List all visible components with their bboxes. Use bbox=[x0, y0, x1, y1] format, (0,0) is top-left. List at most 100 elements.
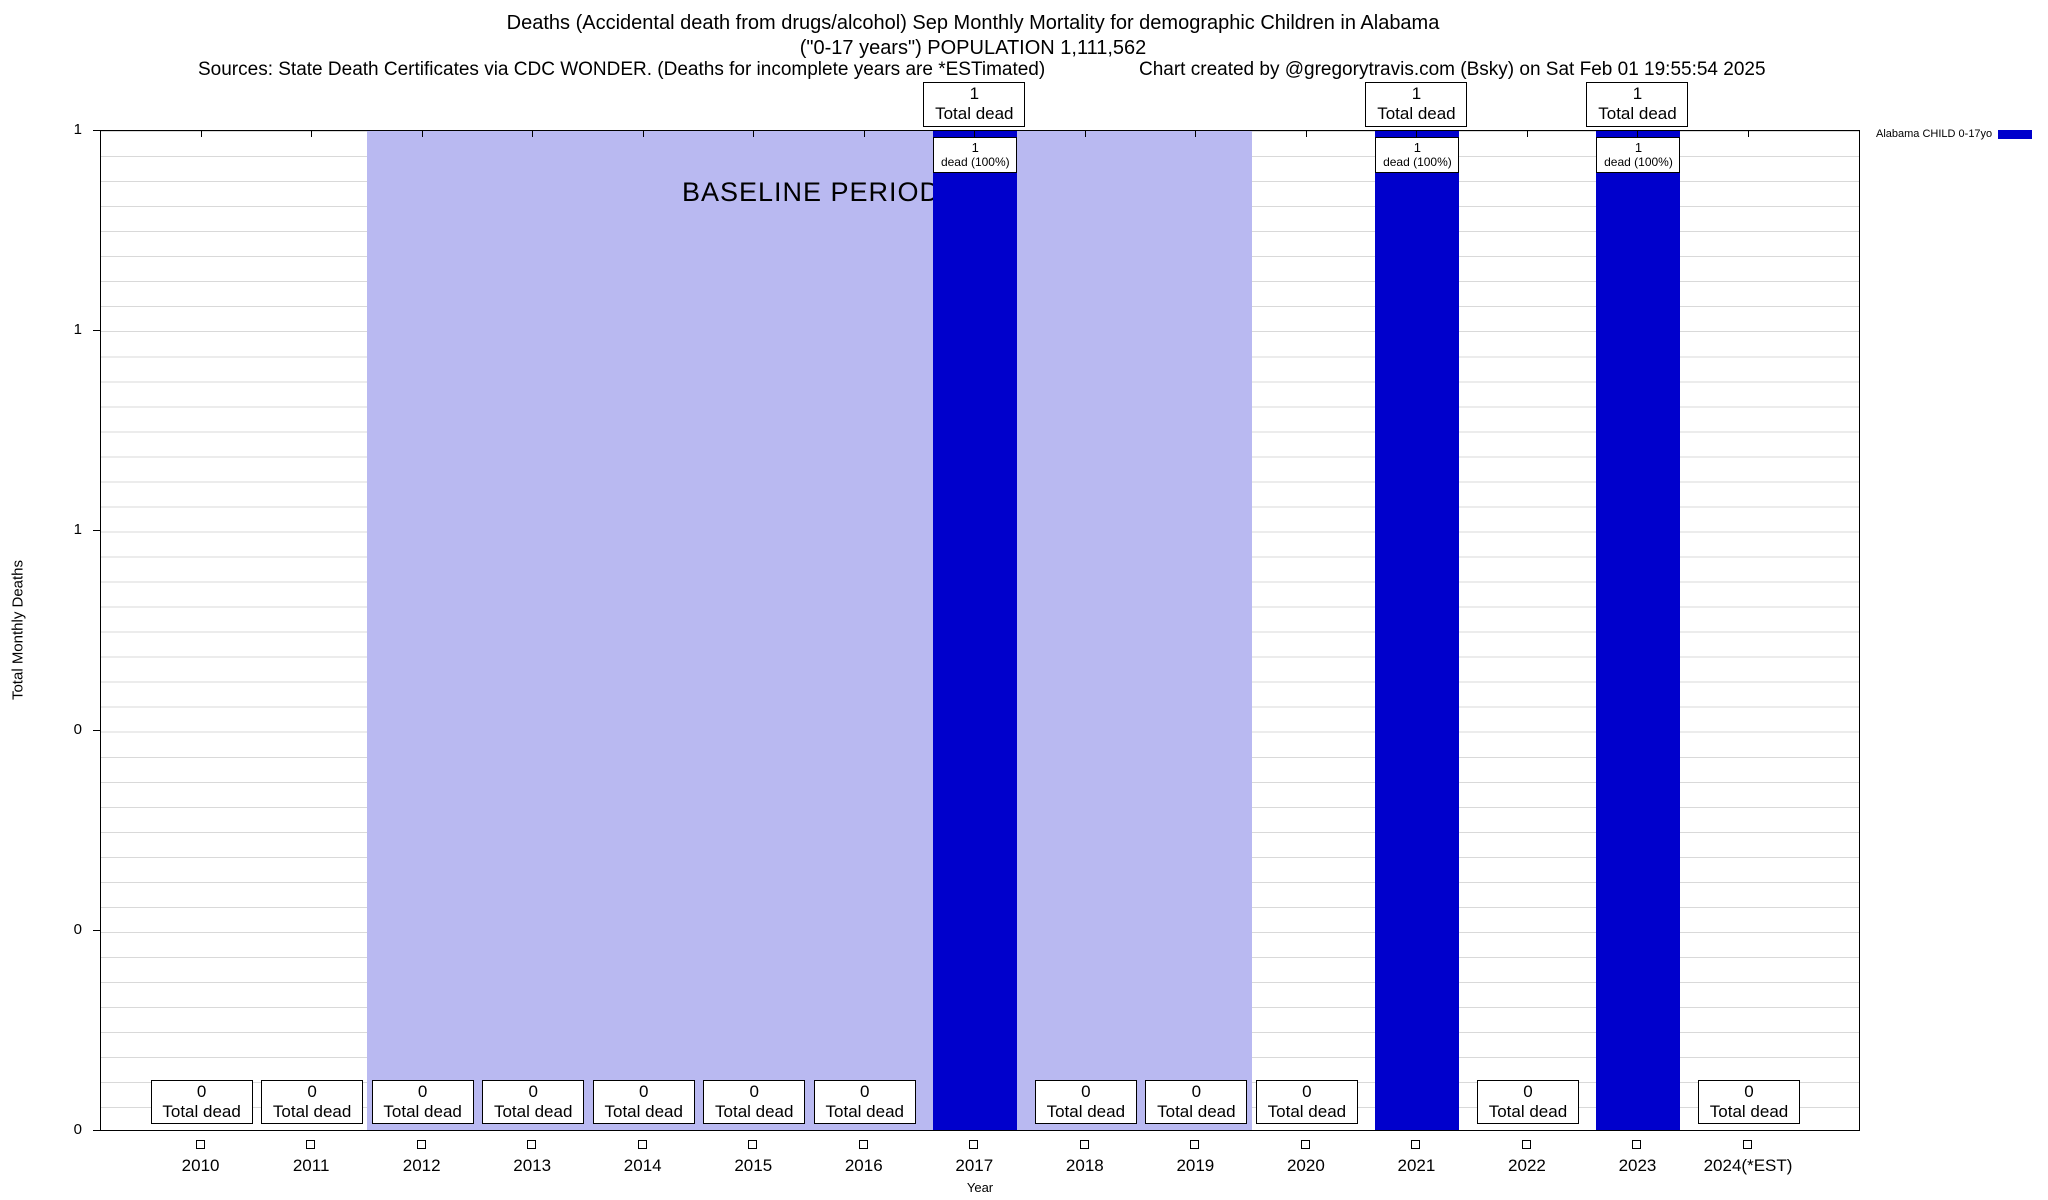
chart-title: Deaths (Accidental death from drugs/alco… bbox=[506, 12, 1440, 34]
plot-top-tick bbox=[974, 131, 976, 137]
bar-value-box: 1 dead (100%) bbox=[933, 137, 1018, 173]
total-dead-count: 0 bbox=[860, 1082, 870, 1101]
x-tick-label: 2019 bbox=[1176, 1156, 1215, 1175]
plot-top-tick bbox=[311, 131, 313, 137]
bar-percent-label: dead (100%) bbox=[940, 155, 1010, 169]
bar-count-label: 1 bbox=[971, 140, 979, 155]
legend-label: Alabama CHILD 0-17yo bbox=[1876, 128, 1993, 140]
total-dead-box: 0 Total dead bbox=[592, 1080, 695, 1124]
y-tick-mark bbox=[93, 130, 100, 131]
total-dead-box: 0 Total dead bbox=[1034, 1080, 1137, 1124]
total-dead-count: 0 bbox=[1081, 1082, 1091, 1101]
x-axis-title: Year bbox=[966, 1180, 994, 1195]
total-dead-label: Total dead bbox=[825, 1102, 904, 1121]
total-dead-count: 0 bbox=[528, 1082, 538, 1101]
total-dead-box: 0 Total dead bbox=[703, 1080, 806, 1124]
x-tick-label: 2022 bbox=[1508, 1156, 1546, 1175]
total-dead-count: 0 bbox=[1744, 1082, 1754, 1101]
total-dead-box: 0 Total dead bbox=[371, 1080, 474, 1124]
plot-area: BASELINE PERIOD 0 Total dead 0 Total dead 0 T… bbox=[100, 130, 1860, 1131]
data-bar bbox=[1375, 131, 1460, 1130]
x-axis-marker bbox=[748, 1140, 758, 1149]
plot-top-tick bbox=[200, 131, 202, 137]
x-tick-label: 2015 bbox=[734, 1156, 773, 1175]
total-dead-box: 0 Total dead bbox=[813, 1080, 916, 1124]
baseline-period-band bbox=[367, 131, 1252, 1130]
plot-top-tick bbox=[1084, 131, 1086, 137]
x-axis-marker bbox=[1300, 1140, 1310, 1149]
total-dead-label: Total dead bbox=[1598, 104, 1677, 123]
x-axis-marker bbox=[306, 1140, 316, 1149]
total-dead-count: 0 bbox=[196, 1082, 207, 1101]
y-tick-label: 1 bbox=[73, 521, 82, 538]
data-bar bbox=[1596, 131, 1681, 1130]
total-dead-label: Total dead bbox=[1709, 1102, 1789, 1121]
y-tick-label: 0 bbox=[73, 921, 82, 938]
total-dead-count: 0 bbox=[638, 1082, 649, 1101]
x-axis-marker bbox=[1521, 1140, 1531, 1149]
plot-top-tick bbox=[421, 131, 423, 137]
y-tick-mark bbox=[93, 930, 100, 931]
total-dead-label: Total dead bbox=[493, 1102, 573, 1121]
data-bar bbox=[933, 131, 1018, 1130]
total-dead-box: 0 Total dead bbox=[150, 1080, 253, 1124]
total-dead-label: Total dead bbox=[1267, 1102, 1347, 1121]
total-dead-label: Total dead bbox=[272, 1102, 352, 1121]
chart-subtitle: ("0-17 years") POPULATION 1,111,562 bbox=[799, 37, 1147, 59]
total-dead-count: 0 bbox=[749, 1082, 759, 1101]
plot-top-tick bbox=[532, 131, 534, 137]
bar-count-label: 1 bbox=[1413, 140, 1422, 155]
plot-top-tick bbox=[1637, 131, 1639, 137]
total-dead-label: Total dead bbox=[162, 1102, 241, 1121]
total-dead-count: 0 bbox=[1302, 1082, 1312, 1101]
total-dead-count: 0 bbox=[1523, 1082, 1533, 1101]
x-axis-marker bbox=[1190, 1140, 1200, 1149]
y-tick-label: 0 bbox=[73, 1121, 82, 1138]
credit-note: Chart created by @gregorytravis.com (Bsk… bbox=[1139, 59, 1766, 80]
total-dead-box: 0 Total dead bbox=[1698, 1080, 1801, 1124]
x-axis-marker bbox=[1632, 1140, 1642, 1149]
plot-top-tick bbox=[1305, 131, 1307, 137]
x-tick-label: 2013 bbox=[513, 1156, 552, 1175]
baseline-period-label: BASELINE PERIOD bbox=[681, 177, 941, 207]
x-axis-marker bbox=[1411, 1140, 1421, 1149]
total-dead-count: 0 bbox=[1191, 1082, 1202, 1101]
total-dead-count: 0 bbox=[307, 1082, 317, 1101]
total-dead-box: 0 Total dead bbox=[261, 1080, 364, 1124]
bar-count-label: 1 bbox=[1634, 140, 1643, 155]
plot-top-tick bbox=[1526, 131, 1528, 137]
x-axis-marker bbox=[416, 1140, 426, 1149]
x-tick-label: 2017 bbox=[955, 1156, 994, 1175]
total-dead-label: Total dead bbox=[935, 104, 1014, 123]
plot-top-tick bbox=[863, 131, 865, 137]
x-tick-label: 2012 bbox=[402, 1156, 441, 1175]
total-dead-label: Total dead bbox=[1046, 1102, 1126, 1121]
y-tick-label: 1 bbox=[73, 121, 82, 138]
x-tick-label: 2014 bbox=[623, 1156, 662, 1175]
sources-note: Sources: State Death Certificates via CD… bbox=[198, 59, 1046, 80]
total-dead-count: 1 bbox=[969, 84, 980, 103]
total-dead-count: 1 bbox=[1411, 84, 1422, 103]
total-dead-box: 1 Total dead bbox=[1586, 82, 1689, 127]
plot-top-tick bbox=[1748, 131, 1750, 137]
y-tick-label: 0 bbox=[73, 721, 82, 738]
total-dead-count: 0 bbox=[417, 1082, 428, 1101]
x-tick-label: 2016 bbox=[844, 1156, 883, 1175]
y-tick-mark bbox=[93, 730, 100, 731]
bar-value-box: 1 dead (100%) bbox=[1375, 137, 1460, 173]
total-dead-count: 1 bbox=[1632, 84, 1643, 103]
x-tick-label: 2018 bbox=[1065, 1156, 1104, 1175]
total-dead-box: 0 Total dead bbox=[1476, 1080, 1579, 1124]
x-axis-marker bbox=[1743, 1140, 1753, 1149]
total-dead-box: 0 Total dead bbox=[1255, 1080, 1358, 1124]
total-dead-label: Total dead bbox=[604, 1102, 683, 1121]
x-tick-label: 2011 bbox=[292, 1156, 330, 1175]
y-axis-title: Total Monthly Deaths bbox=[9, 559, 27, 701]
legend-swatch bbox=[1998, 129, 2033, 139]
total-dead-box: 0 Total dead bbox=[482, 1080, 585, 1124]
total-dead-label: Total dead bbox=[1377, 104, 1456, 123]
x-axis-marker bbox=[969, 1140, 979, 1149]
x-axis-marker bbox=[195, 1140, 205, 1149]
plot-top-tick bbox=[1416, 131, 1418, 137]
total-dead-box: 1 Total dead bbox=[923, 82, 1026, 127]
